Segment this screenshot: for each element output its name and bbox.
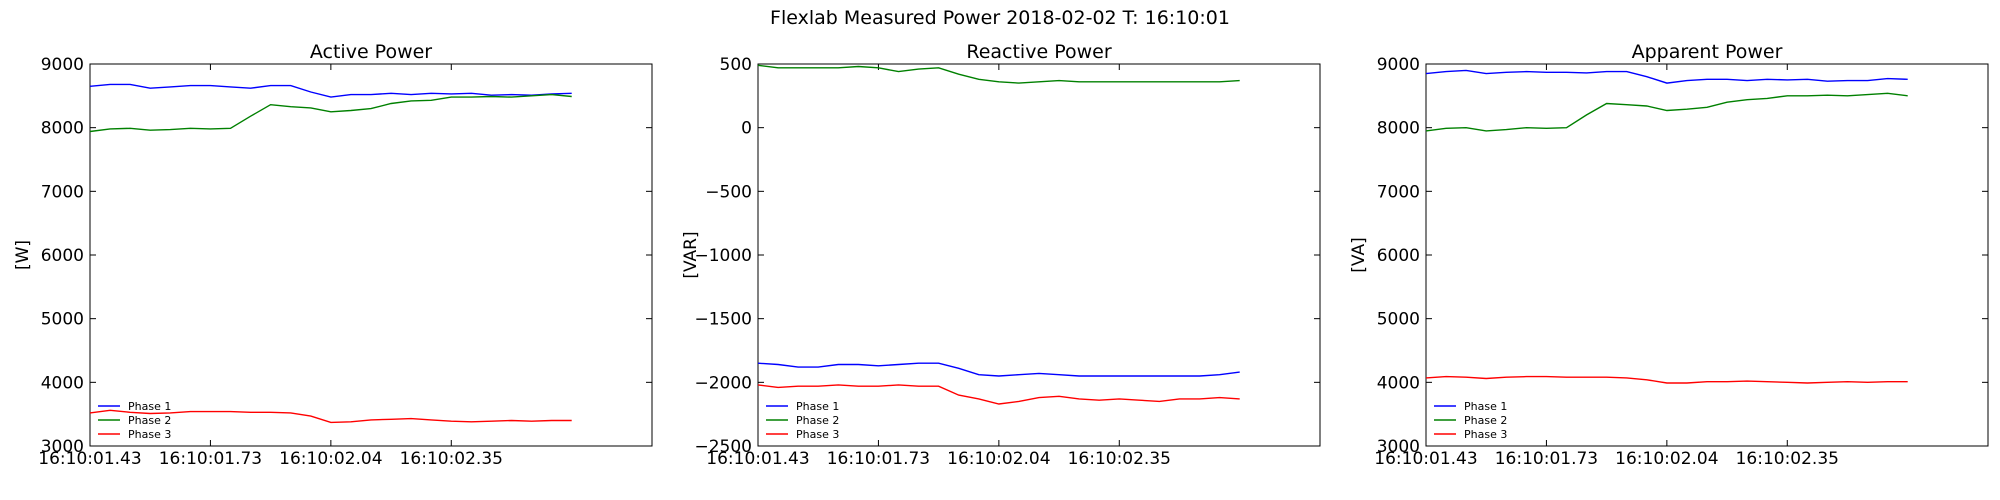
series-line-phase-2	[89, 93, 572, 133]
y-tick-label: −1000	[694, 246, 752, 266]
legend-label-phase-2: Phase 2	[1464, 414, 1507, 427]
x-tick-label: 16:10:01.43	[1374, 449, 1477, 469]
x-tick-label: 16:10:02.35	[400, 449, 503, 469]
y-axis-label: [VAR]	[681, 231, 701, 278]
series-line-phase-2	[757, 64, 1240, 84]
x-tick-label: 16:10:01.43	[38, 449, 141, 469]
series-line-phase-3	[89, 409, 572, 424]
series-line-phase-3	[757, 384, 1240, 405]
x-tick-label: 16:10:02.04	[947, 449, 1050, 469]
x-tick-label: 16:10:01.73	[827, 449, 930, 469]
y-axis-label: [VA]	[1349, 237, 1369, 272]
chart-apparent-power: Apparent Power 3000 4000 5000 6000 7000 8000 90…	[1349, 41, 1989, 469]
figure-title: Flexlab Measured Power 2018-02-02 T: 16:…	[770, 7, 1230, 29]
y-tick-label: 5000	[1377, 310, 1420, 330]
y-tick-label: 3000	[1377, 437, 1420, 457]
y-tick-label: 5000	[41, 310, 84, 330]
legend-label-phase-1: Phase 1	[1464, 400, 1507, 413]
y-tick-label: −2500	[694, 437, 752, 457]
x-tick-label: 16:10:02.04	[1615, 449, 1718, 469]
series-line-phase-1	[1425, 69, 1908, 84]
x-tick-label: 16:10:02.35	[1068, 449, 1171, 469]
x-tick-label: 16:10:01.43	[706, 449, 809, 469]
chart-reactive-power: Reactive Power −2500 −2000 −1500 −1000 −500 0 5…	[681, 41, 1321, 469]
chart-title: Apparent Power	[1632, 41, 1783, 63]
y-tick-label: −2000	[694, 373, 752, 393]
x-tick-label: 16:10:01.73	[159, 449, 262, 469]
legend-label-phase-3: Phase 3	[796, 428, 839, 441]
plot-frame	[757, 63, 1321, 447]
y-tick-label: 7000	[41, 182, 84, 202]
y-tick-label: −500	[705, 182, 752, 202]
y-tick-label: 9000	[41, 55, 84, 75]
plot-frame	[1425, 63, 1989, 447]
y-tick-label: 8000	[1377, 119, 1420, 139]
series-line-phase-1	[89, 83, 572, 98]
y-tick-label: 0	[741, 119, 752, 139]
y-tick-label: 8000	[41, 119, 84, 139]
series-line-phase-2	[1425, 92, 1908, 132]
y-tick-label: −1500	[694, 310, 752, 330]
legend-label-phase-2: Phase 2	[128, 414, 171, 427]
legend-label-phase-1: Phase 1	[796, 400, 839, 413]
legend-label-phase-3: Phase 3	[1464, 428, 1507, 441]
y-tick-label: 6000	[41, 246, 84, 266]
legend-label-phase-2: Phase 2	[796, 414, 839, 427]
y-axis-label: [W]	[13, 240, 33, 270]
chart-active-power: Active Power 3000 4000 5000 6000 7000 8000 9000…	[13, 41, 653, 469]
legend-label-phase-3: Phase 3	[128, 428, 171, 441]
chart-title: Reactive Power	[966, 41, 1111, 63]
chart-title: Active Power	[310, 41, 432, 63]
y-tick-label: 9000	[1377, 55, 1420, 75]
y-tick-label: 7000	[1377, 182, 1420, 202]
y-tick-label: 6000	[1377, 246, 1420, 266]
y-tick-label: 3000	[41, 437, 84, 457]
legend-label-phase-1: Phase 1	[128, 400, 171, 413]
x-tick-label: 16:10:01.73	[1495, 449, 1598, 469]
y-tick-label: 4000	[41, 373, 84, 393]
x-tick-label: 16:10:02.04	[279, 449, 382, 469]
y-tick-label: 500	[720, 55, 752, 75]
x-tick-label: 16:10:02.35	[1736, 449, 1839, 469]
series-line-phase-3	[1425, 375, 1908, 384]
series-line-phase-1	[757, 362, 1240, 377]
plot-frame	[89, 63, 653, 447]
y-tick-label: 4000	[1377, 373, 1420, 393]
